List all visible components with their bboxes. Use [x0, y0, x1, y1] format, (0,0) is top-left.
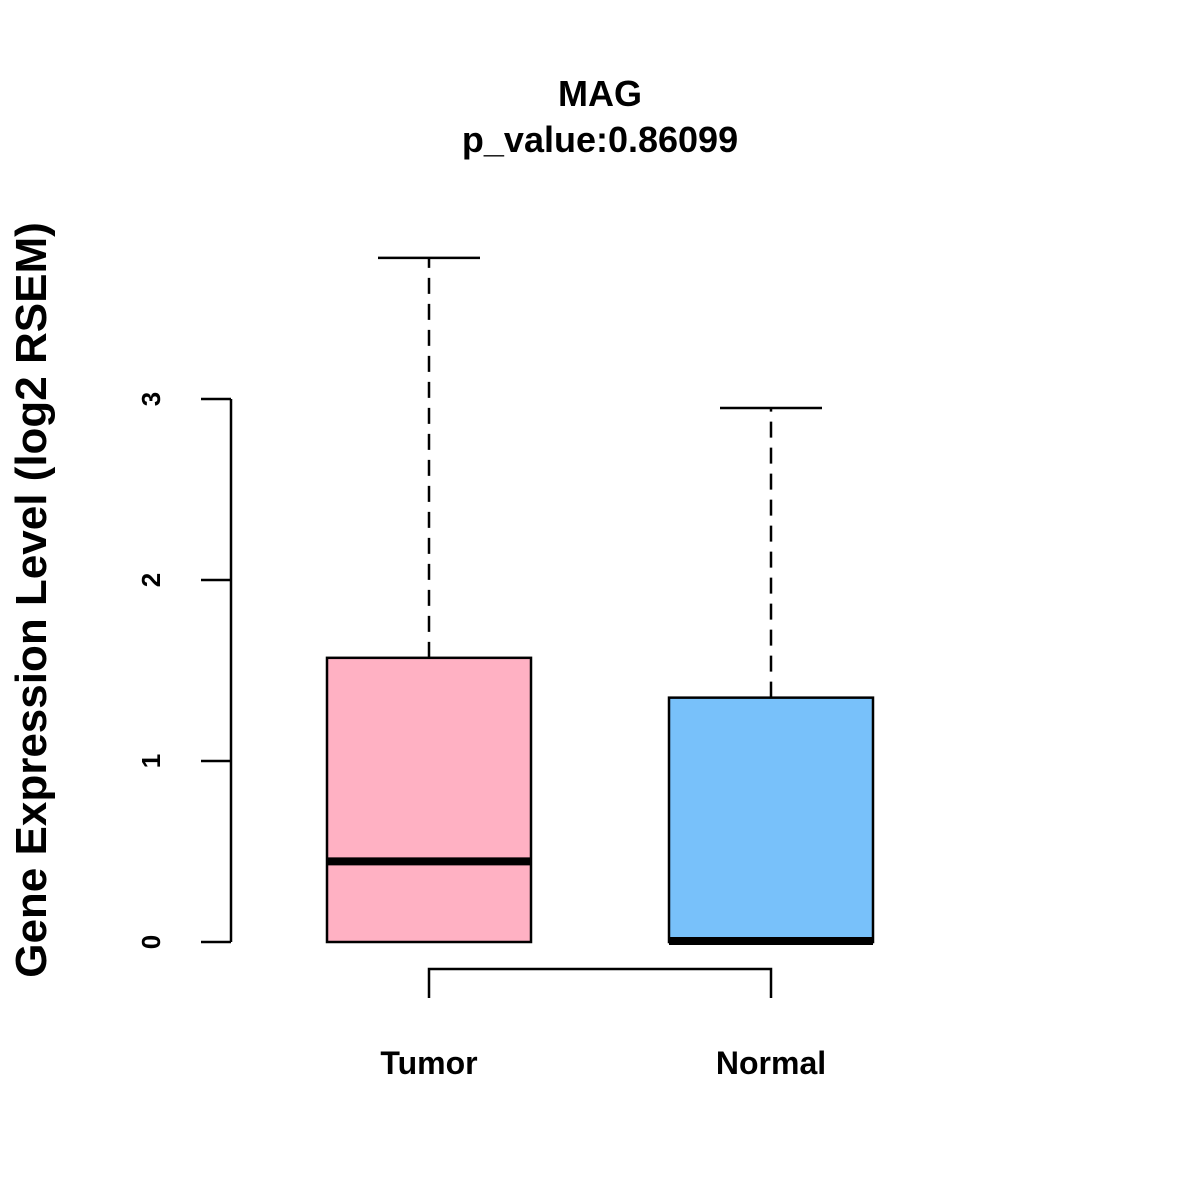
bracket-line — [427, 967, 773, 998]
y-tick-label-3: 3 — [136, 392, 166, 406]
y-axis-label: Gene Expression Level (log2 RSEM) — [7, 222, 56, 978]
tumor-box — [325, 656, 533, 944]
tumor-category-label: Tumor — [380, 1045, 477, 1081]
y-tick-label-1: 1 — [136, 754, 166, 768]
comparison-bracket — [427, 967, 773, 998]
chart-subtitle: p_value:0.86099 — [462, 119, 738, 160]
y-tick-label-0: 0 — [136, 935, 166, 949]
y-tick-label-2: 2 — [136, 573, 166, 587]
normal-box — [667, 696, 875, 944]
normal-category-label: Normal — [716, 1045, 826, 1081]
chart-title: MAG — [558, 73, 642, 114]
boxes: Tumor Normal — [325, 256, 875, 1081]
y-axis: 0 1 2 3 — [136, 392, 233, 949]
